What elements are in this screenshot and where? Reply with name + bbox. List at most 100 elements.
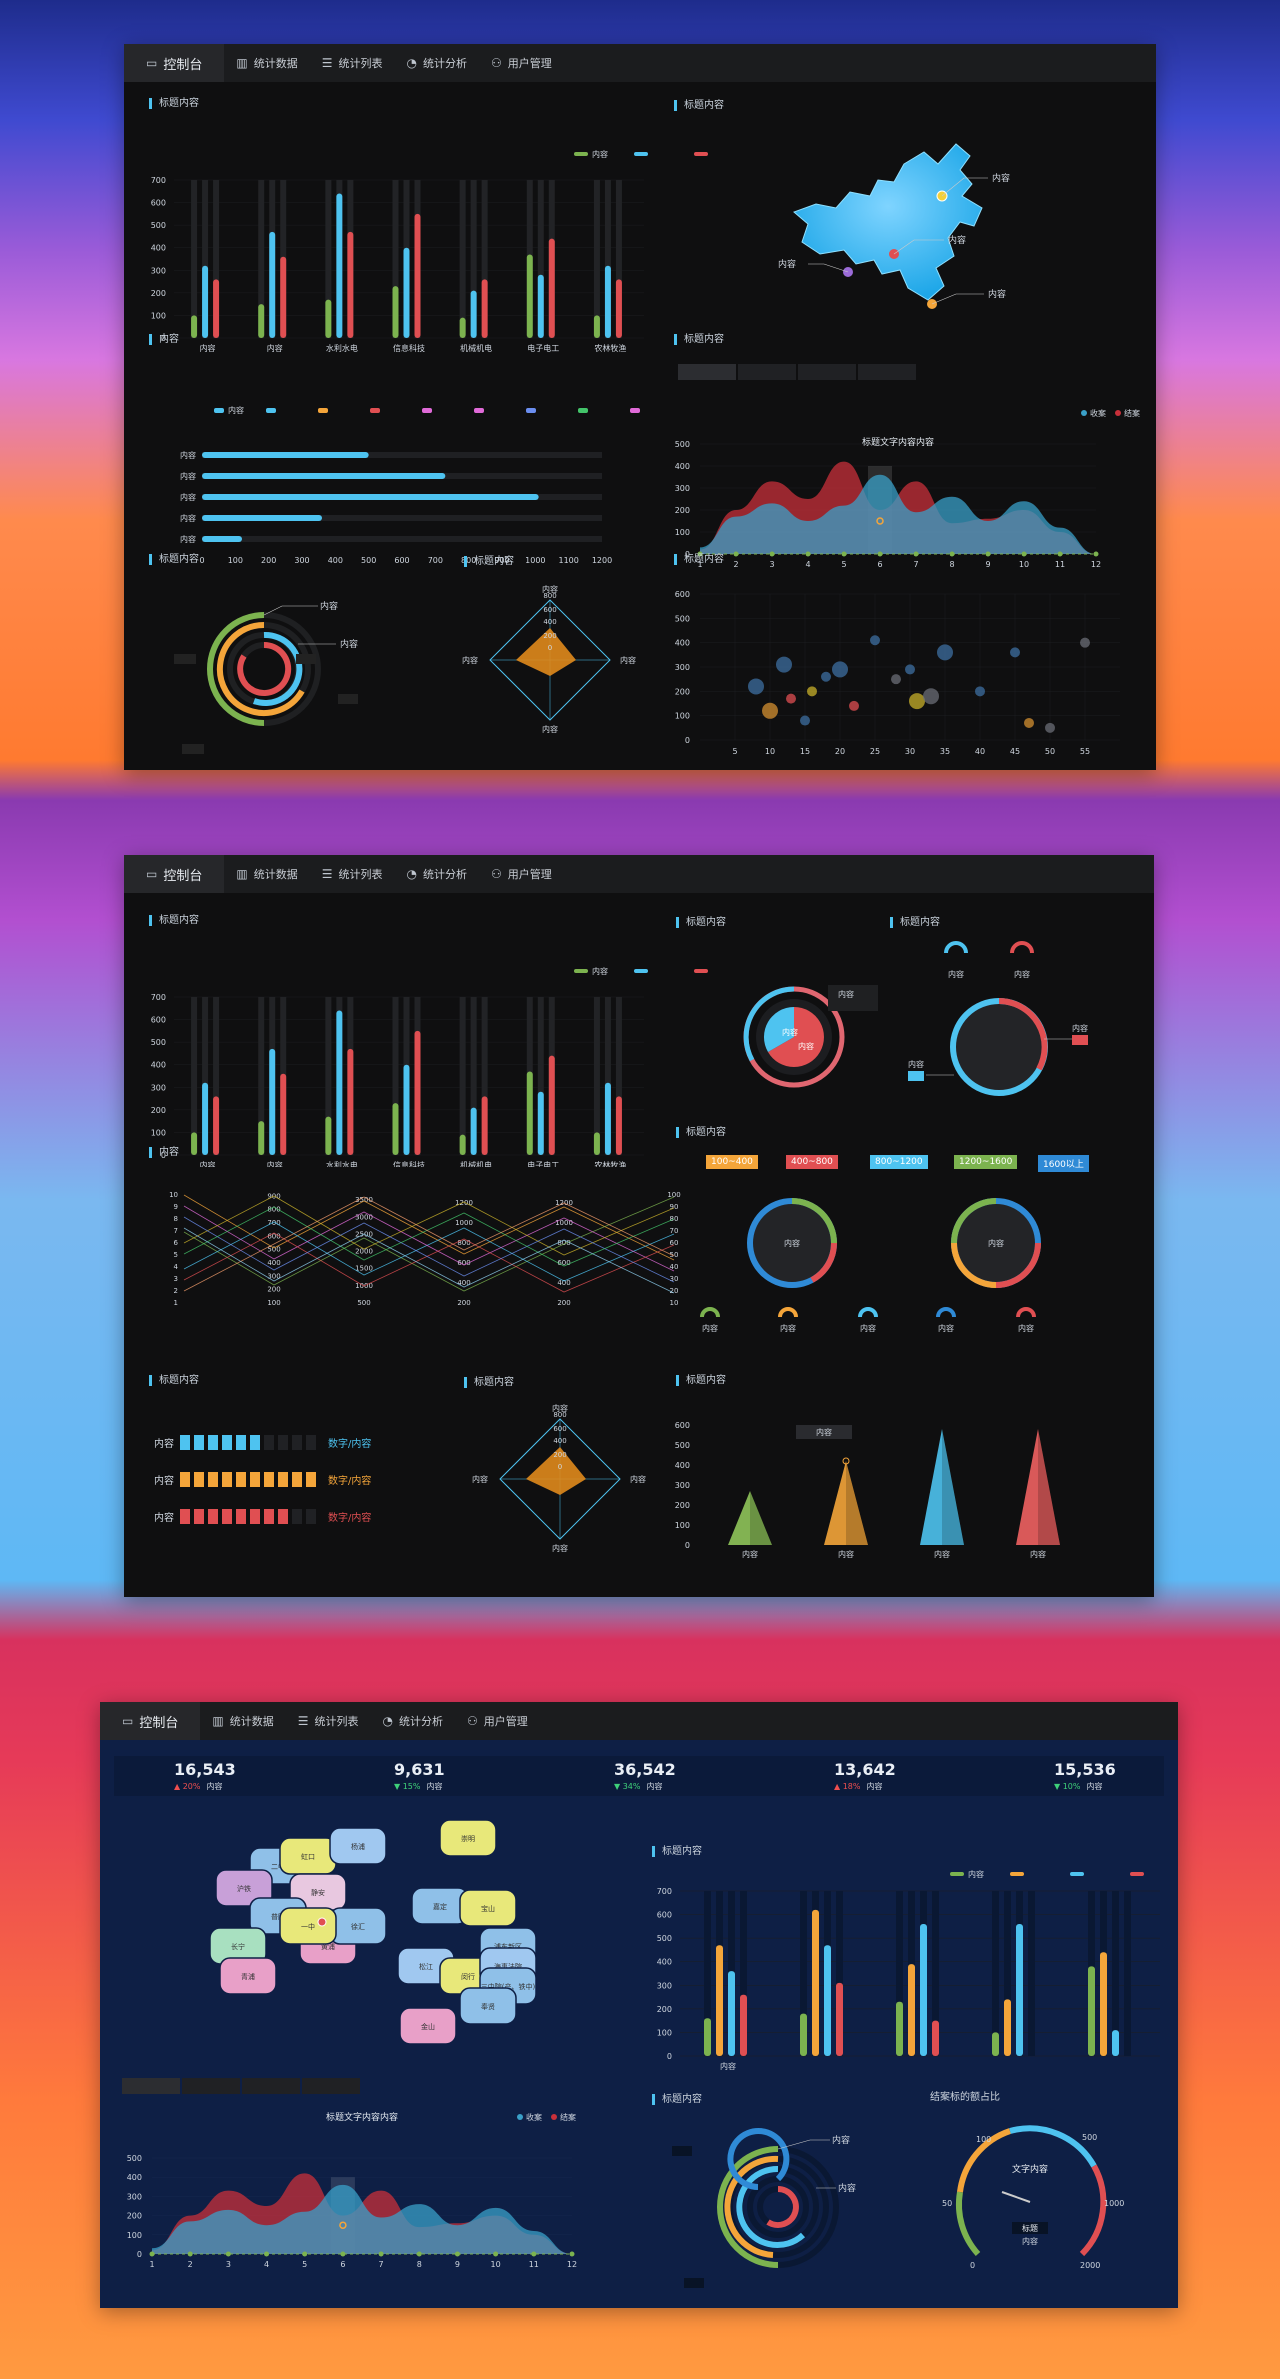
map-district-label: 二中 [271, 1862, 285, 1871]
nav-stats-analysis[interactable]: ◔ 统计分析 [406, 56, 467, 70]
bar-track [213, 180, 220, 338]
y-tick-label: 300 [675, 663, 690, 672]
bar [280, 1073, 287, 1155]
map-district-label: 一中 [301, 1922, 315, 1931]
x-point [1057, 551, 1063, 557]
range-tag[interactable]: 400~800 [786, 1155, 838, 1169]
range-donut-charts: 内容 内容 内容 内容 内容 内容 内容 [700, 1198, 1041, 1333]
dashboard-panel-2: ▭ 控制台 ▥ 统计数据 ☰ 统计列表 ◔ 统计分析 ⚇ 用户管理 标题内容 0 100 20… [124, 855, 1154, 1597]
radar-chart: 800 600 400 200 0 内容 内容 内容 内容 [462, 584, 636, 734]
nav-user-management[interactable]: ⚇ 用户管理 [490, 867, 552, 881]
range-tag[interactable]: 1200~1600 [954, 1155, 1018, 1169]
nav-stats-data[interactable]: ▥ 统计数据 [236, 867, 298, 881]
y-tick-label: 300 [151, 266, 166, 275]
bar [824, 1945, 831, 2056]
range-tag[interactable]: 800~1200 [870, 1155, 928, 1169]
legend-swatch [1130, 1872, 1144, 1876]
x-tick-label: 内容 [267, 1160, 283, 1167]
series-line [183, 1196, 675, 1292]
tab[interactable] [858, 364, 916, 380]
bar-track [1112, 1891, 1119, 2056]
svg-text:内容: 内容 [552, 1403, 568, 1413]
bar [403, 1064, 410, 1155]
x-tick-label: 信息科技 [393, 1160, 425, 1167]
bar-track [932, 1891, 939, 2056]
bar [604, 265, 611, 338]
section-title: 标题内容 [890, 917, 940, 928]
x-point [149, 2251, 155, 2257]
chart-tabs [122, 2078, 362, 2094]
nav-stats-data[interactable]: ▥ 统计数据 [236, 56, 298, 70]
y-tick-label: 600 [675, 1421, 690, 1430]
axis-tick-label: 60 [670, 1239, 679, 1247]
nav-console[interactable]: ▭ 控制台 [124, 44, 225, 82]
svg-text:100: 100 [976, 2135, 991, 2144]
x-tick-label: 5 [302, 2260, 307, 2269]
nav-stats-analysis[interactable]: ◔ 统计分析 [382, 1714, 443, 1728]
y-tick-label: 600 [675, 590, 690, 599]
nav-stats-list[interactable]: ☰ 统计列表 [321, 867, 383, 881]
tab[interactable] [242, 2078, 300, 2094]
svg-text:内容: 内容 [780, 1323, 796, 1333]
nav-stats-list[interactable]: ☰ 统计列表 [321, 56, 383, 70]
axis-tick-label: 8 [174, 1215, 178, 1223]
segment [292, 1435, 302, 1450]
bar [1100, 1952, 1107, 2056]
svg-text:内容: 内容 [542, 584, 558, 594]
bar-track [470, 180, 477, 338]
nav-console[interactable]: ▭ 控制台 [124, 855, 225, 893]
section-title: 标题内容 [464, 1377, 514, 1388]
x-point [697, 551, 703, 557]
y-tick-label: 100 [675, 712, 690, 721]
bar-track [615, 997, 622, 1155]
tab[interactable] [182, 2078, 240, 2094]
legend-swatch [526, 408, 536, 413]
x-tick-label: 内容 [200, 343, 216, 353]
tab[interactable] [122, 2078, 180, 2094]
y-tick-label: 0 [685, 1541, 690, 1550]
tab[interactable] [678, 364, 736, 380]
legend-swatch [1070, 1872, 1084, 1876]
bar [414, 213, 421, 338]
segment [306, 1472, 316, 1487]
legend-swatch [1115, 410, 1121, 416]
section-title: 标题内容 [464, 556, 514, 567]
axis-tick-label: 2 [174, 1287, 178, 1295]
nav-user-management[interactable]: ⚇ 用户管理 [490, 56, 552, 70]
map-district-label: 普陀 [271, 1912, 285, 1921]
segment [250, 1472, 260, 1487]
scatter-point [937, 644, 953, 661]
tab[interactable] [798, 364, 856, 380]
legend-swatch [950, 1872, 964, 1876]
nav-stats-analysis[interactable]: ◔ 统计分析 [406, 867, 467, 881]
axis-tick-label: 2000 [355, 1248, 373, 1256]
x-point [769, 551, 775, 557]
bar-track [191, 997, 198, 1155]
segment-row: 内容 数字/内容 [154, 1509, 371, 1524]
series-line [183, 1216, 675, 1283]
bar [347, 1048, 354, 1155]
map-district-label: 嘉定 [433, 1902, 447, 1911]
tab[interactable] [738, 364, 796, 380]
svg-text:内容: 内容 [320, 600, 338, 612]
bar [481, 1096, 488, 1155]
bar [280, 256, 287, 338]
nav-user-management[interactable]: ⚇ 用户管理 [466, 1714, 528, 1728]
axis-tick-label: 30 [670, 1275, 679, 1283]
y-tick-label: 内容 [180, 492, 196, 502]
nav-stats-data[interactable]: ▥ 统计数据 [212, 1714, 274, 1728]
nav-stats-list[interactable]: ☰ 统计列表 [297, 1714, 359, 1728]
y-tick-label: 100 [675, 1521, 690, 1530]
y-tick-label: 100 [151, 311, 166, 320]
x-tick-label: 11 [529, 2260, 539, 2269]
nav-console[interactable]: ▭ 控制台 [100, 1702, 201, 1740]
map-district [279, 1907, 337, 1945]
map-pin [317, 1917, 327, 1927]
range-tag[interactable]: 100~400 [706, 1155, 758, 1169]
svg-text:0: 0 [558, 1463, 562, 1471]
scatter-chart: 0 100 200 300 400 500 600 5 10 15 20 25 30 35 40 45 50 55 [675, 590, 1120, 756]
map-district [459, 1889, 517, 1927]
tab[interactable] [302, 2078, 360, 2094]
range-tag[interactable]: 1600以上 [1038, 1155, 1089, 1172]
